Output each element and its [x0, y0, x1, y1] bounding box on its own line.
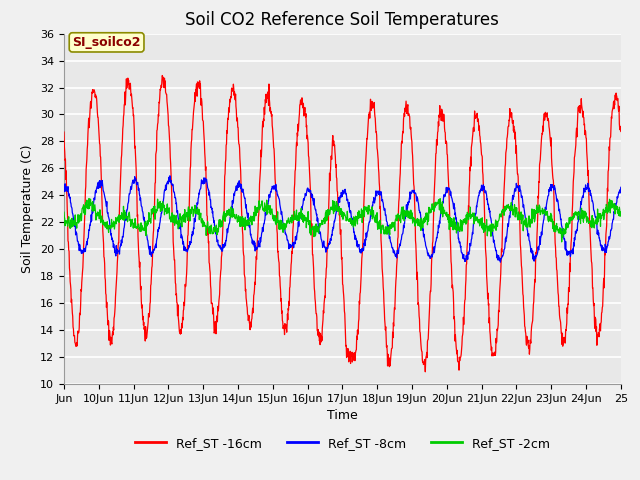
- Ref_ST -2cm: [558, 239, 566, 245]
- Ref_ST -8cm: [317, 237, 325, 243]
- Ref_ST -2cm: [556, 228, 563, 234]
- Ref_ST -2cm: [328, 204, 336, 210]
- Ref_ST -16cm: [617, 129, 625, 134]
- Line: Ref_ST -16cm: Ref_ST -16cm: [64, 75, 621, 372]
- Ref_ST -16cm: [474, 116, 482, 122]
- Ref_ST -8cm: [497, 259, 504, 265]
- Ref_ST -2cm: [474, 217, 482, 223]
- Ref_ST -16cm: [328, 146, 336, 152]
- Legend: Ref_ST -16cm, Ref_ST -8cm, Ref_ST -2cm: Ref_ST -16cm, Ref_ST -8cm, Ref_ST -2cm: [129, 432, 556, 455]
- Ref_ST -8cm: [611, 209, 618, 215]
- Ref_ST -8cm: [166, 173, 173, 179]
- Ref_ST -8cm: [328, 232, 336, 238]
- Ref_ST -16cm: [147, 281, 155, 287]
- Ref_ST -16cm: [317, 334, 325, 339]
- Ref_ST -2cm: [317, 221, 325, 227]
- Ref_ST -16cm: [422, 369, 429, 375]
- Ref_ST -2cm: [148, 206, 156, 212]
- Text: SI_soilco2: SI_soilco2: [72, 36, 141, 49]
- Title: Soil CO2 Reference Soil Temperatures: Soil CO2 Reference Soil Temperatures: [186, 11, 499, 29]
- Ref_ST -2cm: [617, 211, 625, 216]
- Line: Ref_ST -2cm: Ref_ST -2cm: [64, 199, 621, 242]
- Ref_ST -2cm: [85, 196, 93, 202]
- Ref_ST -16cm: [611, 98, 618, 104]
- Ref_ST -16cm: [60, 129, 68, 135]
- Ref_ST -2cm: [611, 206, 618, 212]
- Line: Ref_ST -8cm: Ref_ST -8cm: [64, 176, 621, 262]
- Ref_ST -16cm: [556, 316, 564, 322]
- X-axis label: Time: Time: [327, 409, 358, 422]
- Ref_ST -8cm: [474, 196, 482, 202]
- Ref_ST -8cm: [60, 186, 68, 192]
- Ref_ST -2cm: [60, 209, 68, 215]
- Ref_ST -16cm: [159, 72, 166, 78]
- Ref_ST -8cm: [147, 252, 155, 257]
- Ref_ST -8cm: [556, 211, 564, 216]
- Ref_ST -8cm: [617, 184, 625, 190]
- Y-axis label: Soil Temperature (C): Soil Temperature (C): [22, 144, 35, 273]
